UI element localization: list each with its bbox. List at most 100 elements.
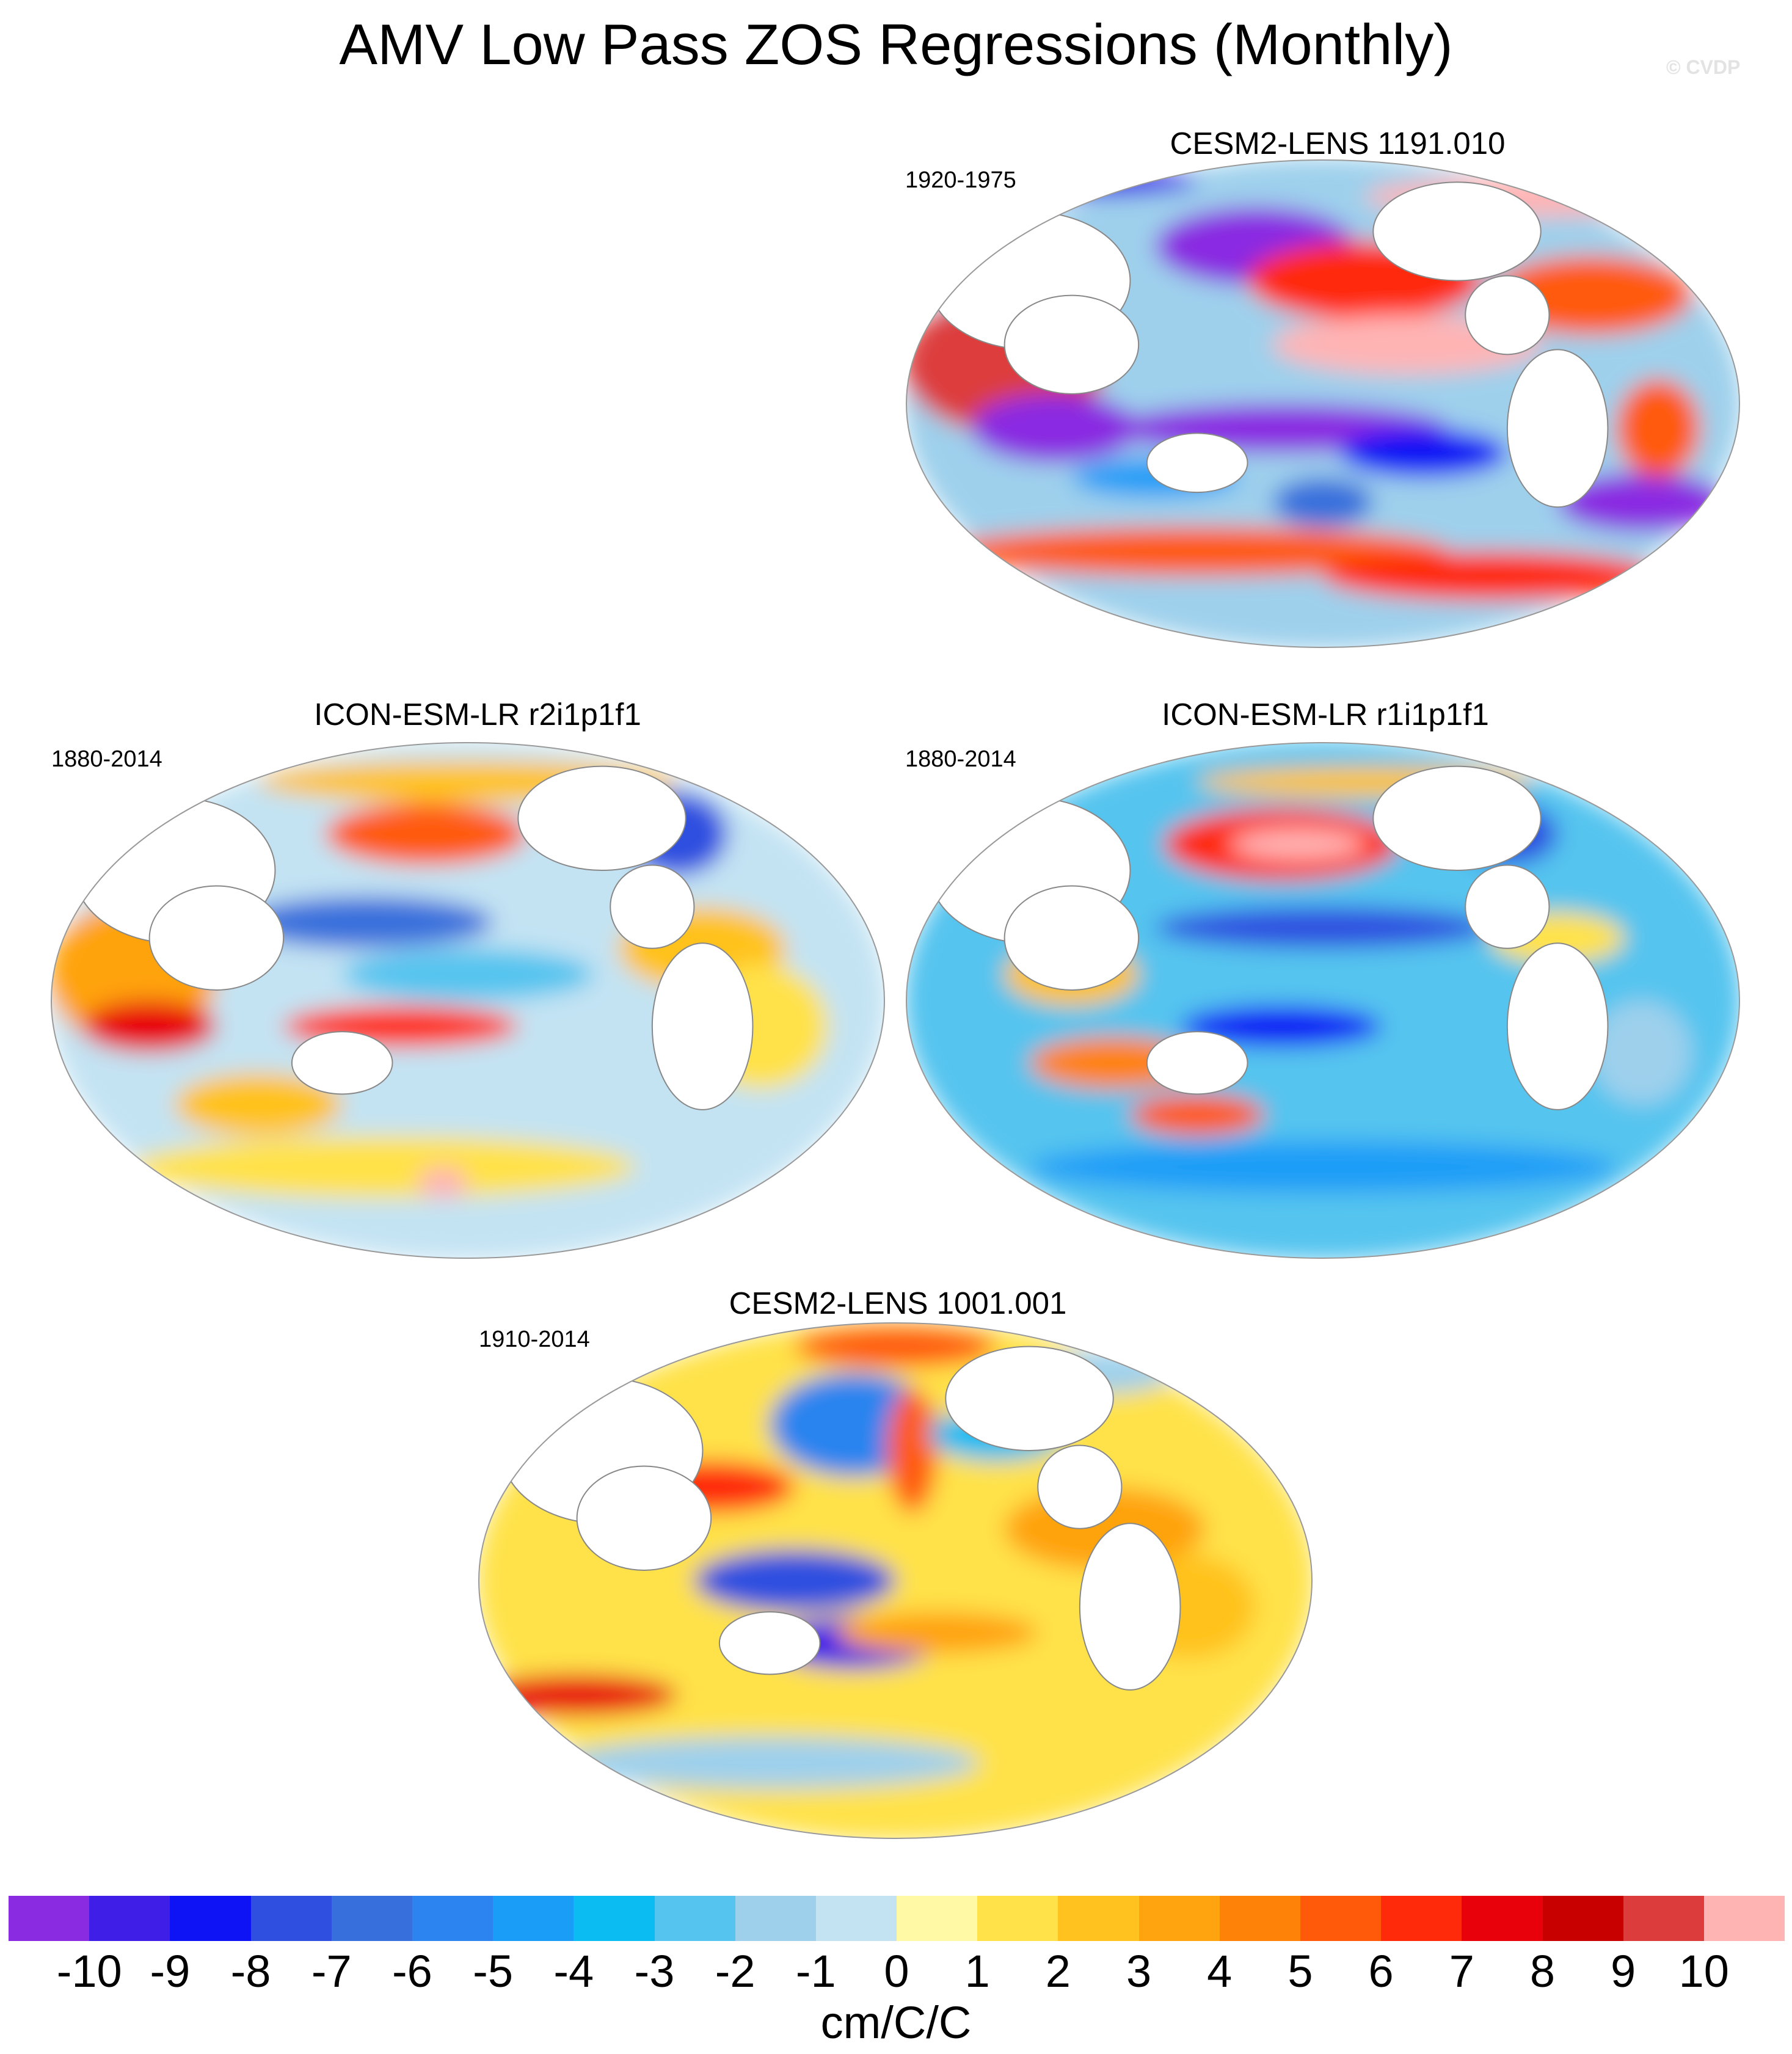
- colorbar-tick-label: 6: [1368, 1946, 1394, 1997]
- colorbar-swatch: [412, 1896, 494, 1941]
- colorbar-tick-label: 3: [1126, 1946, 1152, 1997]
- field-region: [1029, 1141, 1617, 1193]
- field-region: [1272, 477, 1374, 527]
- field-region: [174, 1073, 343, 1136]
- land-mask: [1079, 1523, 1181, 1691]
- colorbar-tick-label: -7: [311, 1946, 352, 1997]
- land-mask: [610, 864, 695, 949]
- map-outline: [51, 742, 885, 1259]
- field-region: [1130, 1094, 1264, 1136]
- land-mask: [148, 885, 285, 991]
- map-outline: [906, 159, 1740, 648]
- colorbar-swatch: [493, 1896, 574, 1941]
- colorbar-swatch: [1703, 1896, 1785, 1941]
- panel-years-mid-right: 1880-2014: [905, 746, 1016, 772]
- field-region: [836, 1612, 1038, 1654]
- field-region: [1616, 379, 1700, 478]
- colorbar-swatch: [9, 1896, 90, 1941]
- land-mask: [651, 942, 754, 1110]
- colorbar-swatch: [1542, 1896, 1623, 1941]
- field-region: [887, 1388, 938, 1513]
- map-panel-top: [906, 159, 1740, 648]
- colorbar-tick-label: -5: [473, 1946, 513, 1997]
- colorbar-swatch: [331, 1896, 412, 1941]
- panel-title-top: CESM2-LENS 1191.010: [1170, 126, 1506, 161]
- colorbar-swatch: [1462, 1896, 1543, 1941]
- field-region: [1323, 551, 1658, 601]
- colorbar-swatch: [1381, 1896, 1462, 1941]
- land-mask: [1465, 864, 1550, 949]
- land-mask: [1506, 349, 1609, 508]
- colorbar-tick-label: 9: [1611, 1946, 1636, 1997]
- land-mask: [1003, 294, 1140, 395]
- field-region: [1180, 1005, 1382, 1047]
- field-region: [1339, 428, 1507, 478]
- field-region: [417, 1167, 468, 1198]
- field-region: [325, 803, 527, 865]
- colorbar-tick-label: -6: [392, 1946, 432, 1997]
- colorbar-swatch: [250, 1896, 332, 1941]
- field-region: [971, 393, 1139, 463]
- land-mask: [1465, 275, 1550, 355]
- field-region: [945, 526, 1449, 577]
- colorbar-ticks: -10 -9 -8 -7 -6 -5 -4 -3 -2 -1 0 1 2 3 4 5 6 7 8 9 10: [0, 1947, 1792, 1996]
- colorbar-swatch: [1138, 1896, 1220, 1941]
- colorbar-swatch: [1219, 1896, 1300, 1941]
- colorbar-swatch: [654, 1896, 735, 1941]
- field-region: [1231, 828, 1365, 860]
- colorbar-tick-label: 7: [1449, 1946, 1474, 1997]
- land-mask: [1037, 1444, 1123, 1529]
- land-mask: [291, 1031, 393, 1095]
- colorbar-tick-label: -10: [56, 1946, 122, 1997]
- colorbar-tick-label: 10: [1678, 1946, 1729, 1997]
- colorbar-swatch: [1623, 1896, 1704, 1941]
- field-region: [133, 1135, 636, 1198]
- panel-years-mid-left: 1880-2014: [51, 746, 162, 772]
- land-mask: [1372, 765, 1542, 871]
- colorbar-units: cm/C/C: [820, 1997, 972, 2048]
- panel-title-mid-right: ICON-ESM-LR r1i1p1f1: [1162, 697, 1489, 732]
- map-panel-bottom: [478, 1322, 1313, 1839]
- land-mask: [945, 1346, 1114, 1451]
- colorbar-tick-label: -8: [230, 1946, 271, 1997]
- colorbar-tick-label: 5: [1288, 1946, 1313, 1997]
- field-region: [1591, 1000, 1692, 1105]
- colorbar-tick-label: 2: [1045, 1946, 1071, 1997]
- field-region: [1557, 472, 1725, 532]
- land-mask: [1372, 181, 1542, 282]
- field-region: [795, 1325, 996, 1368]
- field-region: [241, 896, 494, 949]
- colorbar-swatch: [735, 1896, 816, 1941]
- colorbar-tick-label: 1: [964, 1946, 990, 1997]
- field-region: [694, 1549, 895, 1612]
- colorbar-tick-label: -9: [150, 1946, 191, 1997]
- land-mask: [1506, 942, 1609, 1110]
- land-mask: [517, 765, 687, 871]
- colorbar-swatch: [977, 1896, 1058, 1941]
- panel-title-mid-left: ICON-ESM-LR r2i1p1f1: [314, 697, 641, 732]
- land-mask: [1003, 885, 1140, 991]
- map-panel-mid-left: [51, 742, 885, 1259]
- land-mask: [1146, 432, 1248, 493]
- colorbar-tick-label: -1: [795, 1946, 836, 1997]
- colorbar-swatch: [89, 1896, 170, 1941]
- colorbar-swatch: [897, 1896, 978, 1941]
- field-region: [1155, 906, 1491, 949]
- colorbar-tick-label: 8: [1529, 1946, 1556, 1997]
- colorbar-tick-label: -4: [553, 1946, 594, 1997]
- colorbar-swatch: [1058, 1896, 1139, 1941]
- land-mask: [576, 1465, 712, 1571]
- colorbar-tick-label: -3: [634, 1946, 675, 1997]
- map-outline: [906, 742, 1740, 1259]
- panel-years-bottom: 1910-2014: [479, 1327, 590, 1352]
- field-region: [479, 1674, 678, 1716]
- land-mask: [718, 1611, 821, 1675]
- colorbar-swatch: [1300, 1896, 1382, 1941]
- field-region: [342, 948, 594, 1000]
- panel-years-top: 1920-1975: [905, 167, 1016, 193]
- map-panel-mid-right: [906, 742, 1740, 1259]
- colorbar-tick-label: 0: [884, 1946, 909, 1997]
- colorbar-swatch: [574, 1896, 655, 1941]
- colorbar-swatch: [815, 1896, 897, 1941]
- colorbar-tick-label: 4: [1207, 1946, 1233, 1997]
